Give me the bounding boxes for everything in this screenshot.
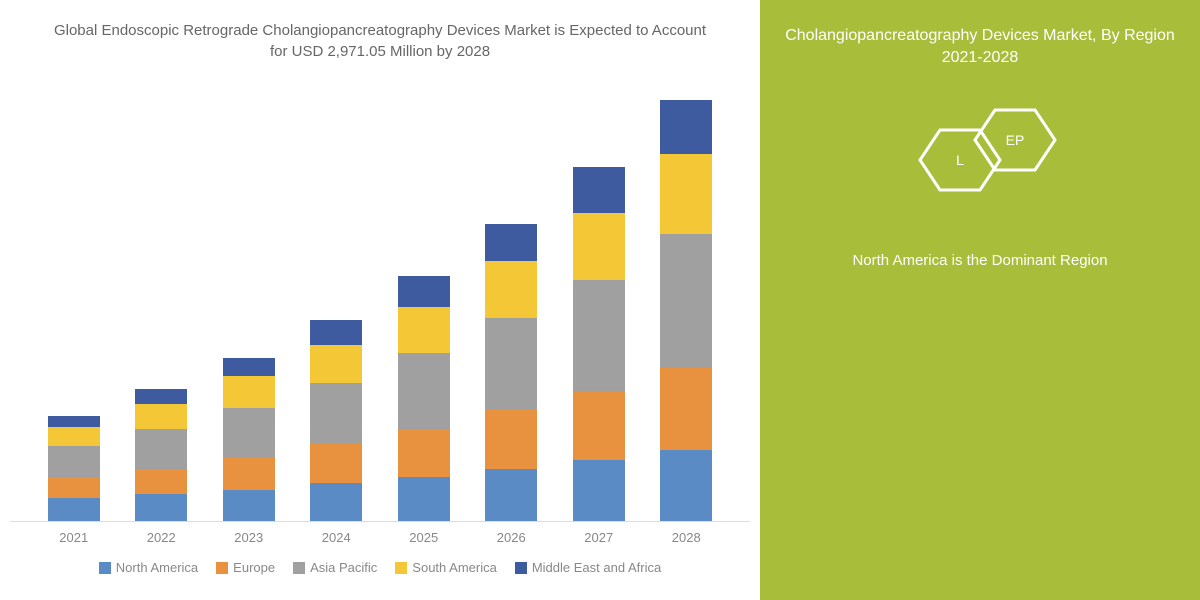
side-panel: Cholangiopancreatography Devices Market,… <box>760 0 1200 600</box>
legend-swatch <box>293 562 305 574</box>
bar-segment <box>660 368 712 450</box>
bar-group <box>301 320 371 521</box>
chart-panel: Global Endoscopic Retrograde Cholangiopa… <box>0 0 760 600</box>
bar-segment <box>135 469 187 494</box>
x-axis-label: 2021 <box>39 530 109 545</box>
bar-stack <box>398 276 450 521</box>
legend-label: Middle East and Africa <box>532 560 661 575</box>
bar-segment <box>135 494 187 521</box>
legend-item: South America <box>395 560 497 575</box>
legend-item: Asia Pacific <box>293 560 377 575</box>
bar-stack <box>223 358 275 521</box>
bar-stack <box>573 167 625 521</box>
legend-swatch <box>216 562 228 574</box>
bar-segment <box>223 458 275 489</box>
bar-segment <box>223 376 275 407</box>
bar-stack <box>48 416 100 521</box>
bar-group <box>564 167 634 521</box>
x-axis-label: 2024 <box>301 530 371 545</box>
bar-segment <box>485 410 537 469</box>
bar-segment <box>48 427 100 446</box>
legend-label: North America <box>116 560 198 575</box>
bar-segment <box>573 167 625 213</box>
chart-title: Global Endoscopic Retrograde Cholangiopa… <box>10 20 750 62</box>
bar-stack <box>310 320 362 521</box>
legend-label: Asia Pacific <box>310 560 377 575</box>
bar-stack <box>660 100 712 521</box>
x-axis-label: 2026 <box>476 530 546 545</box>
bar-segment <box>398 276 450 307</box>
bar-segment <box>660 100 712 154</box>
x-axis-labels: 2021 2022 2023 2024 2025 2026 2027 2028 <box>10 522 750 545</box>
bar-segment <box>310 320 362 345</box>
bar-segment <box>223 490 275 521</box>
bar-segment <box>48 498 100 521</box>
bar-segment <box>310 444 362 484</box>
chart-plot-area <box>10 82 750 522</box>
bar-segment <box>398 429 450 477</box>
bar-segment <box>223 358 275 377</box>
bar-segment <box>135 429 187 469</box>
bar-segment <box>135 389 187 404</box>
side-panel-caption: North America is the Dominant Region <box>852 250 1107 271</box>
hexagon-label-2: EP <box>1006 132 1025 148</box>
bar-segment <box>485 224 537 262</box>
bar-segment <box>485 469 537 521</box>
bar-segment <box>573 460 625 521</box>
bar-segment <box>135 404 187 429</box>
legend-swatch <box>395 562 407 574</box>
bar-group <box>214 358 284 521</box>
bar-segment <box>48 446 100 477</box>
legend-item: North America <box>99 560 198 575</box>
hexagon-label-1: L <box>956 152 964 168</box>
bar-segment <box>660 450 712 521</box>
bar-group <box>126 389 196 521</box>
bar-group <box>39 416 109 521</box>
bar-segment <box>573 391 625 460</box>
bar-segment <box>48 477 100 498</box>
bar-segment <box>223 408 275 458</box>
bar-segment <box>485 261 537 318</box>
bar-segment <box>310 345 362 383</box>
bar-segment <box>485 318 537 410</box>
bar-segment <box>398 307 450 353</box>
bar-segment <box>660 154 712 234</box>
bar-segment <box>573 213 625 280</box>
bar-group <box>651 100 721 521</box>
bar-group <box>389 276 459 521</box>
hexagon-icon: L EP <box>890 95 1070 225</box>
bar-segment <box>573 280 625 391</box>
bar-segment <box>660 234 712 368</box>
legend-label: Europe <box>233 560 275 575</box>
bar-segment <box>398 353 450 428</box>
legend-swatch <box>515 562 527 574</box>
x-axis-label: 2028 <box>651 530 721 545</box>
bar-segment <box>310 483 362 521</box>
chart-legend: North America Europe Asia Pacific South Ame… <box>10 560 750 575</box>
x-axis-label: 2027 <box>564 530 634 545</box>
x-axis-label: 2022 <box>126 530 196 545</box>
legend-swatch <box>99 562 111 574</box>
x-axis-label: 2025 <box>389 530 459 545</box>
bar-segment <box>310 383 362 444</box>
bar-stack <box>485 224 537 521</box>
bar-group <box>476 224 546 521</box>
bar-segment <box>398 477 450 521</box>
legend-item: Europe <box>216 560 275 575</box>
legend-label: South America <box>412 560 497 575</box>
side-panel-title: Cholangiopancreatography Devices Market,… <box>780 25 1180 70</box>
bar-stack <box>135 389 187 521</box>
x-axis-label: 2023 <box>214 530 284 545</box>
bar-segment <box>48 416 100 426</box>
legend-item: Middle East and Africa <box>515 560 661 575</box>
